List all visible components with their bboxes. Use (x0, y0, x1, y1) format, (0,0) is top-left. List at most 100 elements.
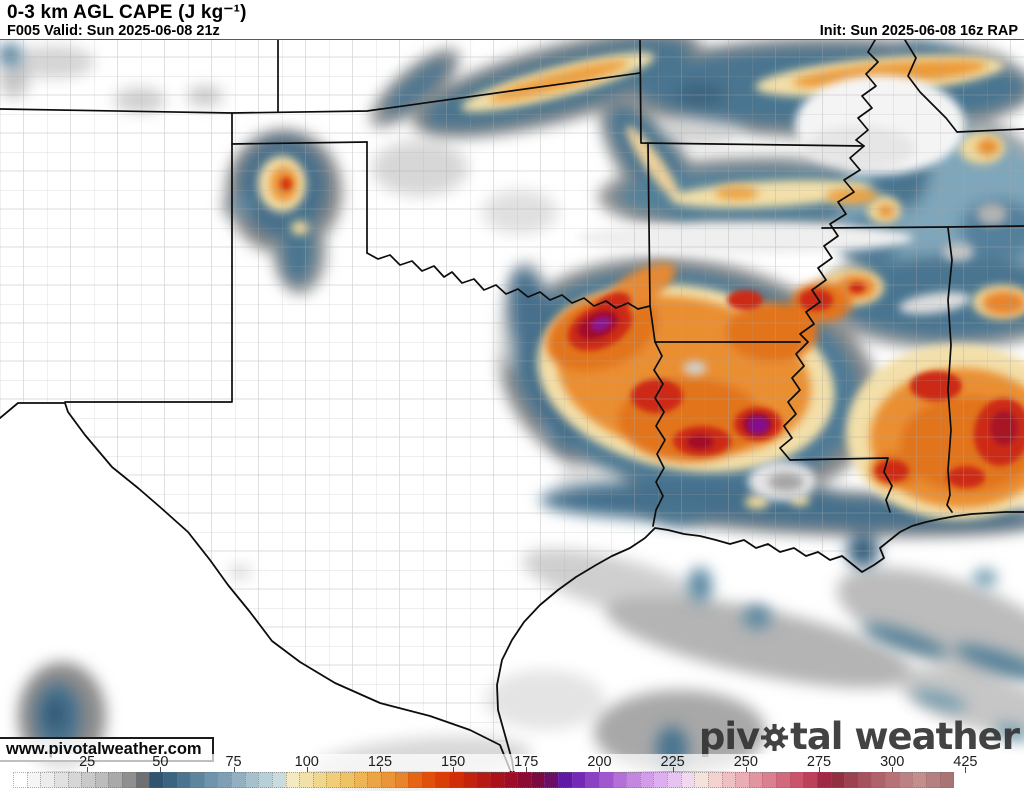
colorbar-tick-mark (526, 767, 528, 773)
colorbar-ticks: 25 50 75 100 125 150 175 200 225 250 275 300 425 (0, 754, 1024, 773)
colorbar-tick-label: 175 (514, 754, 539, 770)
state-borders (0, 40, 1024, 527)
colorbar-swatch (885, 772, 900, 788)
colorbar-swatches (13, 772, 955, 788)
colorbar-swatch (26, 772, 42, 788)
colorbar-swatch (925, 772, 941, 788)
cape-map-canvas (0, 40, 1024, 791)
colorbar-swatch (462, 772, 478, 788)
colorbar-swatch (149, 772, 164, 788)
colorbar-tick-mark (599, 767, 601, 773)
colorbar-swatch (871, 772, 886, 788)
init-time-label: Init: Sun 2025-06-08 16z RAP (819, 23, 1018, 39)
colorbar-swatch (244, 772, 260, 788)
colorbar-swatch (190, 772, 205, 788)
colorbar-swatch (394, 772, 410, 788)
colorbar-swatch (571, 772, 587, 788)
coastline (0, 402, 1024, 783)
colorbar-swatch (299, 772, 314, 788)
colorbar-tick-label: 225 (660, 754, 685, 770)
colorbar-swatch (789, 772, 805, 788)
header-divider (0, 39, 1024, 40)
colorbar-swatch (558, 772, 573, 788)
colorbar-swatch (585, 772, 600, 788)
colorbar-swatch (517, 772, 532, 788)
colorbar-swatch (530, 772, 546, 788)
colorbar-swatch (830, 772, 846, 788)
colorbar-swatch (176, 772, 192, 788)
forecast-map (0, 40, 1024, 791)
colorbar-tick-label: 100 (294, 754, 319, 770)
colorbar-swatch (162, 772, 178, 788)
colorbar-swatch (762, 772, 777, 788)
colorbar-swatch (626, 772, 641, 788)
colorbar-tick-label: 25 (79, 754, 96, 770)
colorbar-tick-mark (745, 767, 747, 773)
logo-text-right: tal weather (790, 715, 1020, 758)
colorbar-swatch (231, 772, 246, 788)
colorbar-swatch (203, 772, 219, 788)
colorbar-swatch (612, 772, 628, 788)
colorbar-tick-label: 250 (733, 754, 758, 770)
colorbar-swatch (449, 772, 464, 788)
colorbar-swatch (912, 772, 927, 788)
colorbar-swatch (748, 772, 764, 788)
colorbar-swatch (353, 772, 369, 788)
colorbar-swatch (326, 772, 341, 788)
colorbar-swatch (844, 772, 859, 788)
colorbar-swatch (81, 772, 96, 788)
colorbar-swatch (707, 772, 723, 788)
colorbar-swatch (939, 772, 955, 788)
colorbar-tick-label: 150 (441, 754, 466, 770)
colorbar-swatch (94, 772, 110, 788)
colorbar-swatch (694, 772, 709, 788)
colorbar-swatch (721, 772, 737, 788)
colorbar-tick-mark (160, 767, 162, 773)
colorbar-swatch (421, 772, 437, 788)
colorbar-tick-label: 50 (152, 754, 169, 770)
colorbar-tick-label: 275 (806, 754, 832, 770)
colorbar-tick-mark (672, 767, 674, 773)
colorbar-swatch (639, 772, 655, 788)
colorbar-swatch (544, 772, 559, 788)
colorbar-swatch (816, 772, 832, 788)
colorbar-swatch (680, 772, 696, 788)
colorbar-swatch (667, 772, 682, 788)
colorbar-swatch (53, 772, 69, 788)
colorbar-swatch (476, 772, 491, 788)
pivotal-weather-logo: piv tal weather (698, 715, 1020, 758)
colorbar-swatch (489, 772, 505, 788)
colorbar-swatch (217, 772, 232, 788)
colorbar-swatch (67, 772, 83, 788)
colorbar-swatch (285, 772, 301, 788)
logo-text-left: piv (698, 715, 760, 758)
colorbar-tick-mark (453, 767, 455, 773)
colorbar-tick-label: 300 (880, 754, 905, 770)
colorbar-tick-mark (379, 767, 381, 773)
colorbar-swatch (312, 772, 328, 788)
colorbar-tick-label: 200 (587, 754, 612, 770)
colorbar-swatch (108, 772, 123, 788)
colorbar-tick-mark (233, 767, 235, 773)
colorbar-swatch (435, 772, 450, 788)
colorbar-swatch (13, 772, 28, 788)
colorbar-swatch (380, 772, 396, 788)
colorbar-tick-mark (87, 767, 89, 773)
colorbar-swatch (503, 772, 519, 788)
colorbar-swatch (898, 772, 914, 788)
colorbar-swatch (135, 772, 151, 788)
colorbar-swatch (258, 772, 273, 788)
colorbar-swatch (340, 772, 355, 788)
colorbar-tick-mark (819, 767, 821, 773)
colorbar-swatch (408, 772, 423, 788)
colorbar-swatch (367, 772, 382, 788)
gear-icon (761, 723, 789, 752)
colorbar-tick-label: 125 (367, 754, 393, 770)
colorbar-swatch (735, 772, 750, 788)
county-grid (0, 40, 1024, 782)
colorbar-tick-label: 425 (953, 754, 978, 770)
colorbar-tick-mark (306, 767, 308, 773)
colorbar-swatch (803, 772, 818, 788)
colorbar-tick-mark (892, 767, 894, 773)
